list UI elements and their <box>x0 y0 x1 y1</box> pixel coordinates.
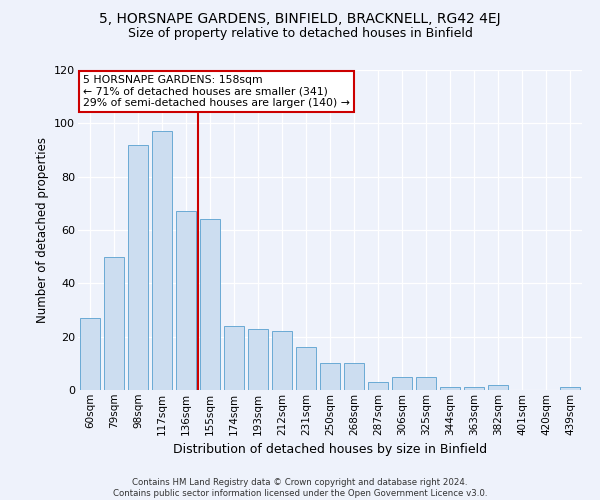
Bar <box>272 332 292 390</box>
Text: 5, HORSNAPE GARDENS, BINFIELD, BRACKNELL, RG42 4EJ: 5, HORSNAPE GARDENS, BINFIELD, BRACKNELL… <box>99 12 501 26</box>
Bar <box>464 388 484 390</box>
Bar <box>488 384 508 390</box>
Bar <box>368 382 388 390</box>
Bar <box>176 212 196 390</box>
Bar <box>80 318 100 390</box>
Bar <box>296 348 316 390</box>
Bar <box>392 376 412 390</box>
Bar <box>104 256 124 390</box>
Y-axis label: Number of detached properties: Number of detached properties <box>35 137 49 323</box>
Text: Contains HM Land Registry data © Crown copyright and database right 2024.
Contai: Contains HM Land Registry data © Crown c… <box>113 478 487 498</box>
Bar <box>128 144 148 390</box>
Bar <box>440 388 460 390</box>
Bar <box>416 376 436 390</box>
Bar <box>224 326 244 390</box>
Bar <box>560 388 580 390</box>
Bar <box>152 132 172 390</box>
Bar <box>248 328 268 390</box>
Bar <box>320 364 340 390</box>
Bar <box>344 364 364 390</box>
Text: 5 HORSNAPE GARDENS: 158sqm
← 71% of detached houses are smaller (341)
29% of sem: 5 HORSNAPE GARDENS: 158sqm ← 71% of deta… <box>83 75 350 108</box>
Bar <box>200 220 220 390</box>
X-axis label: Distribution of detached houses by size in Binfield: Distribution of detached houses by size … <box>173 443 487 456</box>
Text: Size of property relative to detached houses in Binfield: Size of property relative to detached ho… <box>128 28 472 40</box>
